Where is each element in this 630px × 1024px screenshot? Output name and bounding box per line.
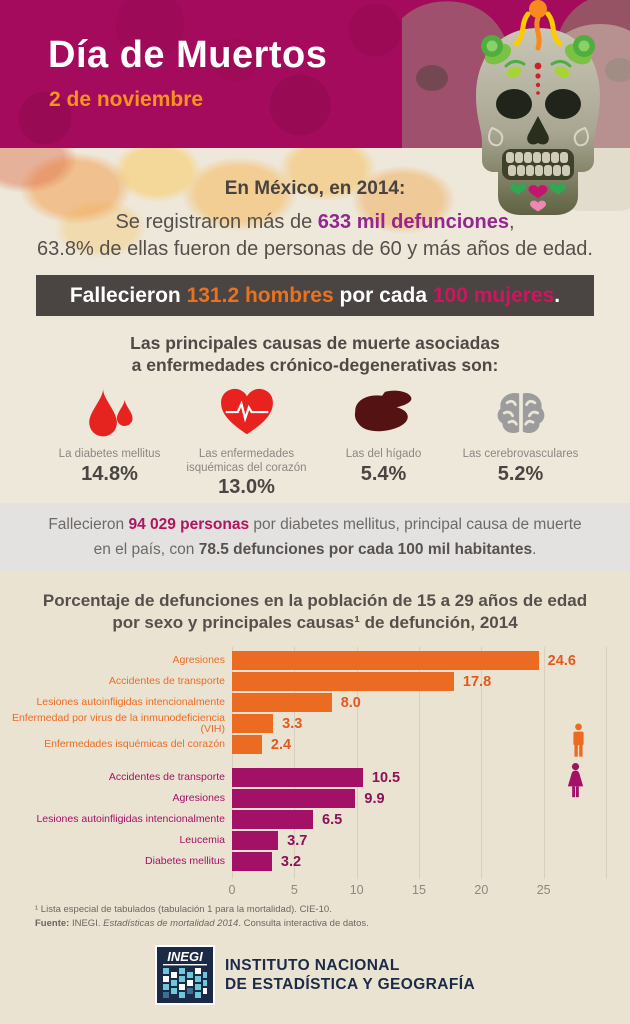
series-hombres: Agresiones 24.6 Accidentes de transporte 17… (0, 651, 630, 754)
bar-value-label: 24.6 (547, 652, 576, 669)
female-icon (567, 763, 584, 798)
deaths-total-line: Se registraron más de 633 mil defuncione… (115, 211, 515, 233)
gridline (294, 647, 296, 879)
bar-category-label: Agresiones (172, 654, 225, 666)
source-line: Fuente: INEGI. Estadísticas de mortalida… (35, 918, 369, 929)
header-banner: Día de Muertos 2 de noviembre (0, 0, 630, 148)
bar-value-label: 3.3 (282, 715, 303, 732)
men-ratio: 131.2 hombres (186, 284, 334, 307)
bar-category-label: Diabetes mellitus (145, 855, 225, 867)
blood-drops-icon (41, 384, 178, 442)
bar-category-label: Enfermedad por virus de la inmunodeficie… (11, 711, 225, 735)
svg-text:INEGI: INEGI (167, 949, 203, 964)
bar-chart: Agresiones 24.6 Accidentes de transporte 17… (0, 647, 630, 899)
bar (232, 768, 363, 787)
bar (232, 789, 356, 808)
cause-value: 5.2% (497, 462, 544, 485)
causes-row: La diabetes mellitus 14.8% Las enferm (0, 384, 630, 499)
diabetes-banner: Fallecieron 94 029 personas por diabetes… (0, 503, 630, 571)
bar-value-label: 2.4 (270, 736, 292, 753)
bar-value-label: 3.7 (287, 832, 308, 849)
cause-value: 13.0% (218, 476, 275, 498)
intro-section: En México, en 2014: Se registraron más d… (0, 148, 630, 503)
cause-value: 5.4% (360, 462, 407, 485)
bar-row: Accidentes de transporte 10.5 (0, 768, 630, 787)
footnote-1: ¹ Lista especial de tabulados (tabulació… (35, 904, 332, 915)
page-title: Día de Muertos (48, 34, 328, 76)
cause-liver: Las del hígado 5.4% (315, 384, 452, 499)
bar-row: Lesiones autoinfligidas intencionalmente… (0, 693, 630, 712)
bar-row: Lesiones autoinfligidas intencionalmente… (0, 810, 630, 829)
bar-category-label: Accidentes de transporte (108, 771, 225, 783)
gridline (543, 647, 545, 879)
bar-category-label: Lesiones autoinfligidas intencionalmente (36, 813, 225, 825)
bar (232, 651, 539, 670)
brain-icon (452, 384, 589, 442)
bar-category-label: Leucemia (179, 834, 225, 846)
chart-section: Porcentaje de defunciones en la població… (0, 571, 630, 1024)
women-ratio: 100 mujeres (432, 284, 555, 307)
bar (232, 735, 262, 754)
bar (232, 852, 272, 871)
diabetes-rate-highlight: 78.5 defunciones por cada 100 mil habita… (198, 541, 533, 558)
gridline (356, 647, 358, 879)
cause-heart-disease: Las enfermedades isquémicas del corazón … (178, 384, 315, 499)
gridline (606, 647, 607, 879)
bar-value-label: 8.0 (340, 694, 361, 711)
gridline (419, 647, 420, 879)
bar-row: Enfermedad por virus de la inmunodeficie… (0, 711, 630, 735)
bar-row: Diabetes mellitus 3.2 (0, 852, 630, 871)
cause-diabetes: La diabetes mellitus 14.8% (41, 384, 178, 499)
deaths-total-highlight: 633 mil defunciones (317, 211, 509, 233)
chart-groups: Agresiones 24.6 Accidentes de transporte 17… (0, 647, 630, 871)
bar (232, 831, 279, 850)
diabetes-deaths-highlight: 94 029 personas (128, 516, 250, 533)
footnotes: ¹ Lista especial de tabulados (tabulació… (0, 903, 630, 931)
bar-value-label: 10.5 (371, 769, 401, 786)
deaths-age-line: 63.8% de ellas fueron de personas de 60 … (37, 238, 593, 260)
gridline (232, 647, 233, 879)
x-tick-label: 10 (349, 883, 364, 897)
bar-row: Enfermedades isquémicas del corazón 2.4 (0, 735, 630, 754)
cause-cerebrovascular: Las cerebrovasculares 5.2% (452, 384, 589, 499)
bar (232, 672, 454, 691)
chart-title: Porcentaje de defunciones en la població… (42, 591, 588, 632)
bar-category-label: Lesiones autoinfligidas intencionalmente (36, 696, 225, 708)
chart-x-axis: 0 5 10 15 20 25 (0, 883, 630, 899)
liver-icon (315, 384, 452, 442)
x-tick-label: 20 (474, 883, 489, 897)
bar-row: Leucemia 3.7 (0, 831, 630, 850)
bar-value-label: 9.9 (364, 790, 385, 807)
inegi-logo: INEGI INSTITUTO NACIONAL DE ESTADÍSTICA … (0, 945, 630, 1005)
series-mujeres: Accidentes de transporte 10.5 Agresiones 9.… (0, 768, 630, 871)
sex-ratio-banner: Fallecieron 131.2 hombres por cada 100 m… (36, 275, 594, 316)
intro-heading: En México, en 2014: (224, 178, 406, 199)
bar-value-label: 17.8 (462, 673, 492, 690)
page-subtitle: 2 de noviembre (49, 88, 204, 111)
bar-category-label: Enfermedades isquémicas del corazón (44, 738, 225, 750)
bar-row: Agresiones 24.6 (0, 651, 630, 670)
bar-row: Agresiones 9.9 (0, 789, 630, 808)
bar-category-label: Agresiones (172, 792, 225, 804)
bar-value-label: 6.5 (322, 811, 343, 828)
bar (232, 810, 314, 829)
bar-row: Accidentes de transporte 17.8 (0, 672, 630, 691)
male-icon (573, 723, 584, 757)
inegi-logo-mark: INEGI (154, 945, 215, 1005)
x-tick-label: 5 (290, 883, 298, 897)
inegi-org-name: INSTITUTO NACIONAL DE ESTADÍSTICA Y GEOG… (224, 957, 476, 993)
causes-title: Las principales causas de muerte asociad… (130, 333, 500, 375)
cause-value: 14.8% (81, 462, 138, 485)
bar (232, 714, 274, 733)
heart-ekg-icon (178, 384, 315, 442)
gridline (481, 647, 483, 879)
x-tick-label: 15 (412, 883, 426, 897)
x-tick-label: 25 (536, 883, 551, 897)
bar-category-label: Accidentes de transporte (108, 675, 225, 687)
bar (232, 693, 332, 712)
x-tick-label: 0 (228, 883, 236, 897)
chart-gridlines (0, 647, 630, 879)
bar-value-label: 3.2 (280, 853, 302, 870)
